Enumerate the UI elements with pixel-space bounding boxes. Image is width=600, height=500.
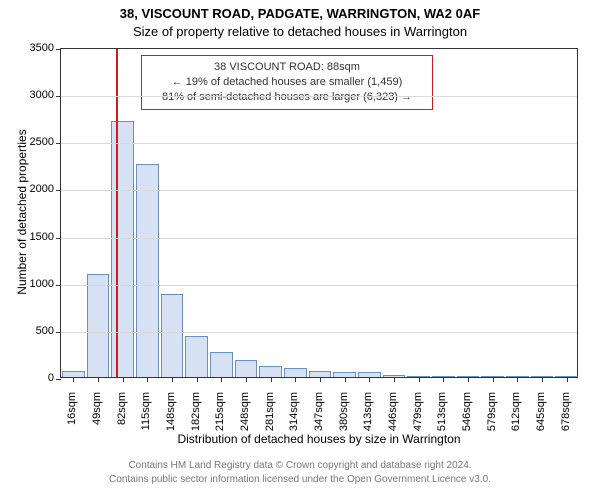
histogram-bar: [161, 294, 184, 377]
x-tick-label: 16sqm: [66, 392, 78, 442]
x-tick-mark: [394, 377, 395, 382]
histogram-bar: [185, 336, 208, 377]
x-tick-label: 645sqm: [535, 392, 547, 442]
y-tick-mark: [56, 332, 61, 333]
x-tick-mark: [419, 377, 420, 382]
y-tick-label: 500: [2, 325, 54, 337]
y-tick-mark: [56, 49, 61, 50]
histogram-bar: [87, 274, 110, 377]
y-tick-mark: [56, 190, 61, 191]
x-tick-mark: [246, 377, 247, 382]
chart-subtitle: Size of property relative to detached ho…: [0, 24, 600, 39]
annotation-line: 38 VISCOUNT ROAD: 88sqm: [150, 60, 424, 75]
chart-title-address: 38, VISCOUNT ROAD, PADGATE, WARRINGTON, …: [0, 6, 600, 21]
x-tick-label: 248sqm: [239, 392, 251, 442]
x-tick-mark: [73, 377, 74, 382]
x-tick-mark: [271, 377, 272, 382]
x-tick-label: 148sqm: [165, 392, 177, 442]
x-tick-mark: [443, 377, 444, 382]
histogram-bar: [111, 121, 134, 377]
x-tick-label: 479sqm: [412, 392, 424, 442]
x-tick-mark: [542, 377, 543, 382]
x-tick-mark: [345, 377, 346, 382]
plot-area: 38 VISCOUNT ROAD: 88sqm← 19% of detached…: [60, 48, 578, 378]
y-tick-mark: [56, 96, 61, 97]
y-tick-label: 3500: [2, 42, 54, 54]
x-tick-label: 413sqm: [362, 392, 374, 442]
grid-line: [61, 96, 577, 97]
x-tick-label: 314sqm: [288, 392, 300, 442]
y-tick-label: 2500: [2, 136, 54, 148]
x-tick-label: 678sqm: [560, 392, 572, 442]
y-tick-label: 2000: [2, 183, 54, 195]
x-tick-label: 612sqm: [510, 392, 522, 442]
annotation-box: 38 VISCOUNT ROAD: 88sqm← 19% of detached…: [141, 55, 433, 110]
x-tick-mark: [123, 377, 124, 382]
y-tick-mark: [56, 238, 61, 239]
x-tick-mark: [517, 377, 518, 382]
histogram-bar: [210, 352, 233, 377]
x-tick-mark: [295, 377, 296, 382]
x-tick-mark: [320, 377, 321, 382]
x-tick-mark: [221, 377, 222, 382]
histogram-bar: [259, 366, 282, 377]
x-tick-mark: [197, 377, 198, 382]
x-tick-label: 281sqm: [264, 392, 276, 442]
y-tick-label: 1000: [2, 278, 54, 290]
x-tick-label: 446sqm: [387, 392, 399, 442]
x-tick-mark: [493, 377, 494, 382]
x-tick-label: 546sqm: [461, 392, 473, 442]
x-tick-label: 215sqm: [214, 392, 226, 442]
y-tick-label: 0: [2, 372, 54, 384]
y-tick-mark: [56, 379, 61, 380]
y-tick-mark: [56, 143, 61, 144]
x-tick-mark: [172, 377, 173, 382]
grid-line: [61, 238, 577, 239]
x-tick-label: 380sqm: [338, 392, 350, 442]
y-tick-label: 1500: [2, 231, 54, 243]
histogram-bar: [235, 360, 258, 377]
x-tick-label: 115sqm: [140, 392, 152, 442]
grid-line: [61, 285, 577, 286]
y-tick-mark: [56, 285, 61, 286]
y-tick-label: 3000: [2, 89, 54, 101]
histogram-bar: [136, 164, 159, 377]
x-tick-label: 513sqm: [436, 392, 448, 442]
x-tick-mark: [147, 377, 148, 382]
x-tick-label: 347sqm: [313, 392, 325, 442]
grid-line: [61, 143, 577, 144]
x-tick-label: 579sqm: [486, 392, 498, 442]
x-tick-mark: [98, 377, 99, 382]
x-tick-label: 182sqm: [190, 392, 202, 442]
footer-line-1: Contains HM Land Registry data © Crown c…: [0, 460, 600, 471]
grid-line: [61, 190, 577, 191]
x-tick-mark: [468, 377, 469, 382]
footer-line-2: Contains public sector information licen…: [0, 474, 600, 485]
property-marker-line: [116, 49, 118, 377]
x-tick-label: 82sqm: [116, 392, 128, 442]
grid-line: [61, 332, 577, 333]
x-tick-mark: [369, 377, 370, 382]
x-tick-mark: [567, 377, 568, 382]
annotation-line: ← 19% of detached houses are smaller (1,…: [150, 75, 424, 90]
histogram-bar: [284, 368, 307, 377]
x-tick-label: 49sqm: [91, 392, 103, 442]
